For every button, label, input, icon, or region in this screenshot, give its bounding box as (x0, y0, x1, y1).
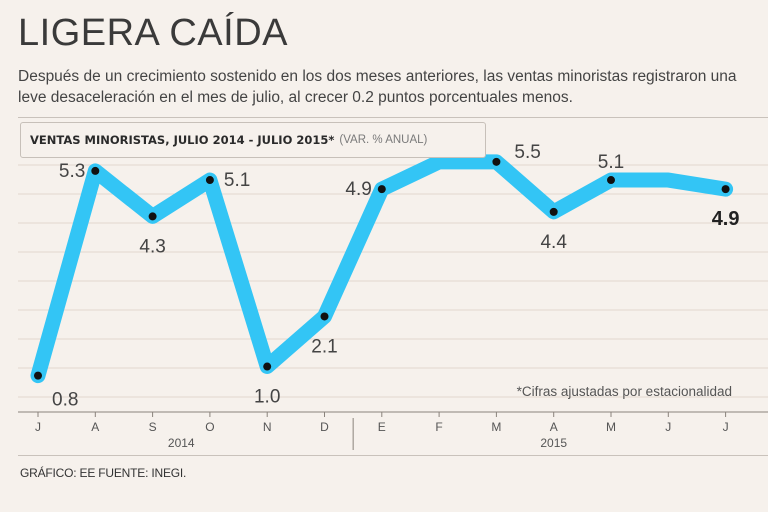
x-tick-label: A (550, 420, 558, 434)
footer-credit: GRÁFICO: EE FUENTE: INEGI. (20, 466, 187, 480)
data-label: 2.1 (311, 336, 337, 357)
chart-title: VENTAS MINORISTAS, JULIO 2014 - JULIO 20… (30, 133, 335, 147)
data-label: 4.3 (139, 236, 165, 257)
x-tick-label: O (205, 420, 214, 434)
data-point (34, 371, 42, 380)
data-point (549, 207, 558, 216)
x-tick-label: J (665, 420, 671, 434)
chart-series (30, 154, 734, 384)
data-label: 5.1 (598, 152, 624, 173)
page-title: LIGERA CAÍDA (18, 12, 288, 54)
x-tick-label: F (435, 420, 442, 434)
data-point (91, 166, 100, 175)
data-label: 4.4 (540, 232, 567, 253)
data-point (377, 185, 386, 194)
chart-units: (VAR. % ANUAL) (339, 134, 428, 146)
x-tick-label: M (491, 420, 501, 434)
x-tick-label: N (263, 420, 272, 434)
page-subtitle: Después de un crecimiento sostenido en l… (18, 68, 737, 106)
data-point (148, 212, 157, 221)
data-label: 4.9 (345, 179, 371, 200)
x-tick-label: D (320, 420, 329, 434)
footer-divider (18, 455, 768, 456)
x-axis: J A S O N D E F M A M J J 2014 2015 (18, 411, 768, 450)
data-point (263, 362, 272, 371)
data-point (492, 157, 501, 166)
data-label: 0.8 (52, 390, 78, 411)
data-point (721, 185, 730, 194)
data-label: 4.9 (712, 208, 740, 230)
year-label-2015: 2015 (540, 436, 567, 450)
x-tick-label: J (35, 420, 41, 434)
chart-title-box: VENTAS MINORISTAS, JULIO 2014 - JULIO 20… (20, 122, 486, 158)
data-point (320, 312, 329, 321)
footnote-annotation: *Cifras ajustadas por estacionalidad (517, 384, 732, 399)
data-label: 5.1 (224, 170, 250, 191)
data-point (607, 176, 615, 185)
data-label: 5.5 (514, 142, 540, 163)
x-tick-label: J (723, 420, 729, 434)
x-tick-label: S (149, 420, 157, 434)
data-label: 5.3 (59, 161, 85, 182)
x-tick-label: M (606, 420, 616, 434)
data-label: 1.0 (254, 387, 280, 408)
x-tick-label: E (378, 420, 386, 434)
x-tick-label: A (91, 420, 99, 434)
year-label-2014: 2014 (168, 436, 195, 450)
chart-data-labels: 0.8 5.3 4.3 5.1 1.0 2.1 4.9 5.5 4.4 5.1 4.9 *Cifras… (52, 142, 740, 411)
chart-grid (18, 164, 768, 398)
top-divider (18, 117, 768, 118)
data-point (205, 176, 214, 185)
